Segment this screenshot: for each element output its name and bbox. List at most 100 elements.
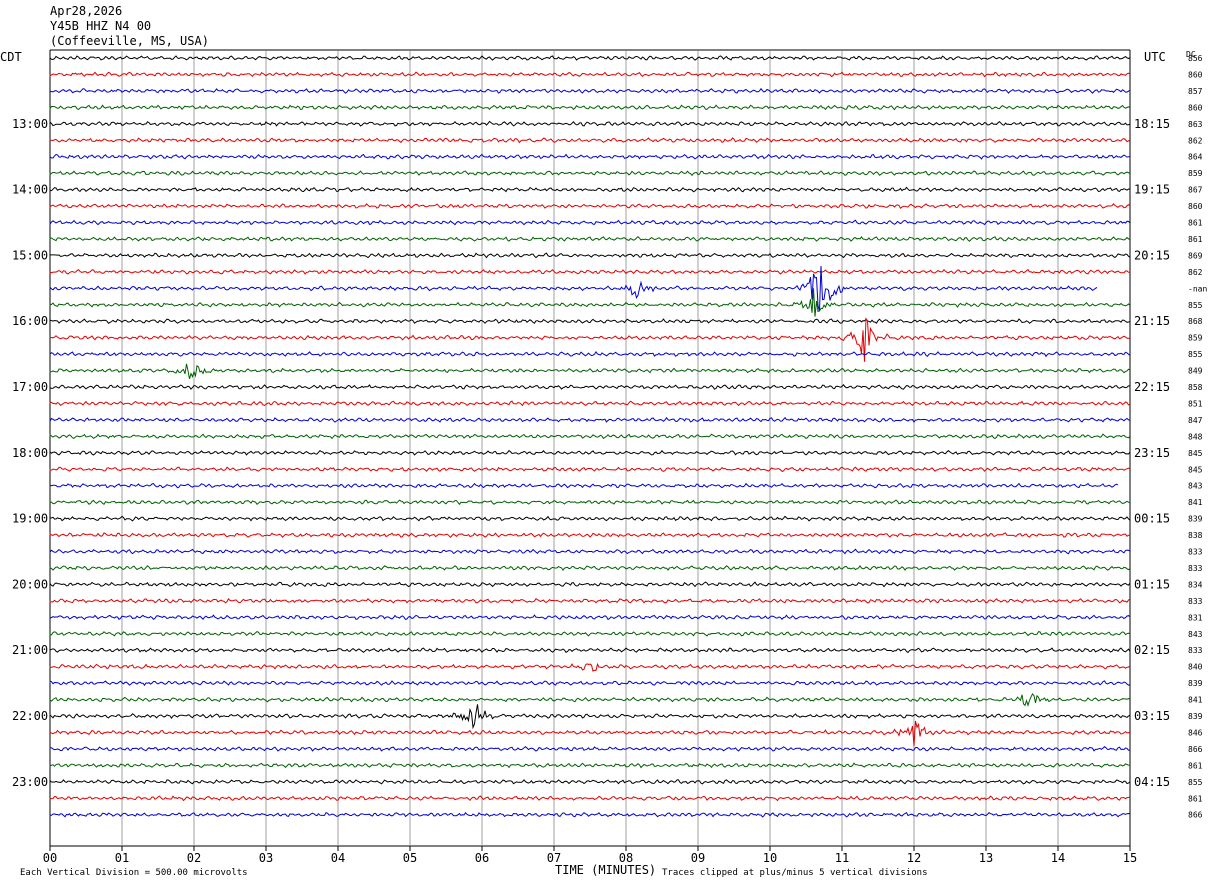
dc-offset-label: 840 bbox=[1188, 663, 1203, 672]
plot-header: Apr28,2026 Y45B HHZ N4 00 (Coffeeville, … bbox=[50, 4, 209, 49]
dc-offset-label: 857 bbox=[1188, 87, 1203, 96]
seismic-traces bbox=[49, 55, 1131, 818]
dc-offset-label: 833 bbox=[1188, 548, 1203, 557]
dc-offset-label: 861 bbox=[1188, 219, 1203, 228]
right-time-label: 19:15 bbox=[1134, 183, 1170, 197]
right-time-label: 04:15 bbox=[1134, 775, 1170, 789]
dc-offset-label: 868 bbox=[1188, 317, 1203, 326]
trace-line bbox=[49, 400, 1131, 407]
trace-line bbox=[49, 236, 1131, 242]
dc-offset-label: 862 bbox=[1188, 268, 1203, 277]
left-time-label: 17:00 bbox=[12, 380, 48, 394]
dc-offset-label: 845 bbox=[1188, 449, 1203, 458]
trace-line bbox=[49, 692, 1131, 707]
trace-line bbox=[49, 384, 1130, 390]
x-tick-label: 04 bbox=[331, 851, 345, 865]
x-tick-label: 13 bbox=[979, 851, 993, 865]
trace-line bbox=[49, 317, 1131, 362]
station-label: Y45B HHZ N4 00 bbox=[50, 19, 152, 33]
x-tick-label: 14 bbox=[1051, 851, 1065, 865]
dc-offset-label: 845 bbox=[1188, 465, 1203, 474]
minute-grid bbox=[49, 49, 1131, 851]
x-tick-label: 12 bbox=[907, 851, 921, 865]
dc-header-label: DC bbox=[1186, 50, 1196, 59]
trace-line bbox=[49, 811, 1131, 818]
trace-line bbox=[49, 614, 1131, 621]
dc-offset-label: 859 bbox=[1188, 169, 1203, 178]
dc-offset-label: 841 bbox=[1188, 498, 1203, 507]
dc-offset-label: 866 bbox=[1188, 811, 1203, 820]
location-label: (Coffeeville, MS, USA) bbox=[50, 34, 209, 48]
dc-offset-label: 866 bbox=[1188, 745, 1203, 754]
trace-line bbox=[49, 252, 1131, 259]
dc-offset-label: 839 bbox=[1188, 515, 1203, 524]
dc-offset-label: 869 bbox=[1188, 251, 1203, 260]
right-time-label: 03:15 bbox=[1134, 709, 1170, 723]
trace-line bbox=[49, 680, 1131, 687]
dc-offset-label: 839 bbox=[1188, 712, 1203, 721]
dc-offset-label: 838 bbox=[1188, 531, 1203, 540]
trace-line bbox=[49, 186, 1131, 193]
dc-offset-label: 834 bbox=[1188, 580, 1203, 589]
dc-offset-label: 859 bbox=[1188, 334, 1203, 343]
trace-line bbox=[49, 87, 1131, 94]
trace-line bbox=[49, 363, 1131, 380]
dc-offset-label: 831 bbox=[1188, 613, 1203, 622]
x-axis-title: TIME (MINUTES) bbox=[555, 863, 656, 877]
trace-line bbox=[49, 153, 1130, 160]
dc-offset-label: 855 bbox=[1188, 350, 1203, 359]
right-time-label: 00:15 bbox=[1134, 512, 1170, 526]
dc-offset-label: 843 bbox=[1188, 482, 1203, 491]
dc-offset-label: 867 bbox=[1188, 186, 1203, 195]
dc-offset-label: 849 bbox=[1188, 367, 1203, 376]
x-tick-label: 09 bbox=[691, 851, 705, 865]
x-tick-label: 05 bbox=[403, 851, 417, 865]
right-time-label: 01:15 bbox=[1134, 577, 1170, 591]
dc-offset-label: 861 bbox=[1188, 761, 1203, 770]
trace-line bbox=[49, 433, 1131, 440]
right-time-label: 23:15 bbox=[1134, 446, 1170, 460]
dc-offset-label: 833 bbox=[1188, 646, 1203, 655]
left-time-label: 16:00 bbox=[12, 314, 48, 328]
left-time-label: 23:00 bbox=[12, 775, 48, 789]
left-time-label: 22:00 bbox=[12, 709, 48, 723]
trace-line bbox=[49, 647, 1131, 654]
x-tick-label: 10 bbox=[763, 851, 777, 865]
x-tick-label: 15 bbox=[1123, 851, 1137, 865]
dc-offset-label: 860 bbox=[1188, 70, 1203, 79]
trace-line bbox=[49, 351, 1131, 358]
trace-line bbox=[49, 720, 1131, 747]
trace-line bbox=[49, 548, 1131, 555]
dc-offset-label: 864 bbox=[1188, 153, 1203, 162]
dc-offset-label: 848 bbox=[1188, 432, 1203, 441]
dc-offset-label: 839 bbox=[1188, 679, 1203, 688]
trace-line bbox=[49, 219, 1131, 226]
x-tick-label: 08 bbox=[619, 851, 633, 865]
dc-offset-label: 858 bbox=[1188, 383, 1203, 392]
trace-line bbox=[49, 499, 1131, 506]
trace-line bbox=[49, 598, 1131, 604]
trace-line bbox=[49, 662, 1131, 672]
right-time-label: 18:15 bbox=[1134, 117, 1170, 131]
trace-line bbox=[49, 564, 1131, 571]
dc-offset-label: 843 bbox=[1188, 630, 1203, 639]
trace-line bbox=[49, 482, 1119, 489]
x-tick-label: 02 bbox=[187, 851, 201, 865]
x-tick-label: 06 bbox=[475, 851, 489, 865]
trace-line bbox=[49, 120, 1131, 127]
dc-offset-label: 833 bbox=[1188, 597, 1203, 606]
trace-line bbox=[49, 318, 1131, 324]
trace-line bbox=[49, 515, 1131, 522]
trace-line bbox=[49, 265, 1098, 312]
dc-offset-label: 861 bbox=[1188, 794, 1203, 803]
left-time-label: 18:00 bbox=[12, 446, 48, 460]
x-tick-label: 00 bbox=[43, 851, 57, 865]
left-timezone-label: CDT bbox=[0, 50, 22, 64]
trace-line bbox=[49, 449, 1131, 456]
trace-line bbox=[49, 532, 1131, 539]
right-time-label: 21:15 bbox=[1134, 314, 1170, 328]
dc-offset-label: 833 bbox=[1188, 564, 1203, 573]
dc-offset-label: 851 bbox=[1188, 399, 1203, 408]
x-tick-label: 11 bbox=[835, 851, 849, 865]
